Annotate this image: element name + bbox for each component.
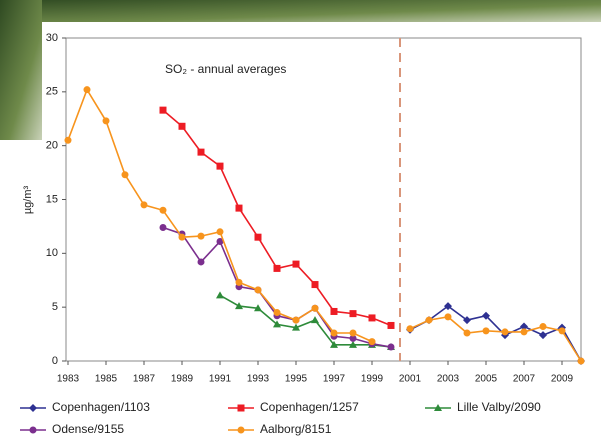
marker xyxy=(64,136,72,144)
marker xyxy=(368,338,376,346)
x-tick-label: 2007 xyxy=(513,374,536,385)
x-tick-label: 1995 xyxy=(285,374,308,385)
x-tick-label: 1999 xyxy=(361,374,384,385)
x-tick-label: 2009 xyxy=(551,374,574,385)
marker xyxy=(159,106,167,114)
marker xyxy=(235,204,243,212)
marker xyxy=(349,340,357,348)
x-tick-label: 2005 xyxy=(475,374,498,385)
marker xyxy=(349,329,357,337)
marker xyxy=(235,278,243,286)
marker xyxy=(102,117,110,125)
marker xyxy=(178,122,186,130)
x-tick-label: 1997 xyxy=(323,374,346,385)
marker xyxy=(444,313,452,321)
marker xyxy=(387,343,395,351)
x-tick-label: 2003 xyxy=(437,374,460,385)
legend-label: Odense/9155 xyxy=(52,422,124,436)
y-tick-label: 10 xyxy=(46,247,58,259)
marker xyxy=(237,426,245,434)
marker xyxy=(349,334,357,342)
x-tick-label: 1991 xyxy=(209,374,232,385)
marker xyxy=(558,327,566,335)
legend-label: Aalborg/8151 xyxy=(260,422,332,436)
marker xyxy=(330,329,338,337)
marker xyxy=(273,264,281,272)
marker xyxy=(520,328,528,336)
marker xyxy=(273,320,281,328)
marker xyxy=(159,206,167,214)
y-axis-label: µg/m³ xyxy=(22,185,34,214)
marker xyxy=(501,328,509,336)
marker xyxy=(292,260,300,268)
x-tick-label: 1985 xyxy=(95,374,118,385)
marker xyxy=(216,228,224,236)
marker xyxy=(235,302,243,310)
marker xyxy=(216,237,224,245)
marker xyxy=(311,316,319,324)
marker xyxy=(254,286,262,294)
marker xyxy=(406,325,414,333)
marker xyxy=(29,426,37,434)
photo-strip xyxy=(0,0,601,22)
series-line xyxy=(219,294,392,348)
marker xyxy=(311,304,319,312)
y-tick-label: 0 xyxy=(52,355,58,367)
marker xyxy=(425,316,433,324)
marker xyxy=(482,311,490,320)
marker xyxy=(292,323,300,331)
marker xyxy=(197,148,205,156)
marker xyxy=(539,323,547,331)
marker xyxy=(216,291,224,299)
y-tick-label: 5 xyxy=(52,301,58,313)
marker xyxy=(197,232,205,240)
marker xyxy=(368,314,376,322)
marker xyxy=(121,171,129,179)
marker xyxy=(140,201,148,209)
x-tick-label: 1987 xyxy=(133,374,156,385)
x-tick-label: 1983 xyxy=(57,374,80,385)
x-tick-label: 1989 xyxy=(171,374,194,385)
photo-edge xyxy=(0,0,42,140)
y-tick-label: 15 xyxy=(46,193,58,205)
marker xyxy=(330,340,338,348)
marker xyxy=(178,233,186,241)
marker xyxy=(577,357,585,365)
marker xyxy=(387,321,395,329)
marker xyxy=(254,233,262,241)
y-tick-label: 30 xyxy=(46,32,58,44)
legend-label: Copenhagen/1103 xyxy=(52,400,150,414)
x-tick-label: 2001 xyxy=(399,374,422,385)
marker xyxy=(330,307,338,315)
marker xyxy=(273,309,281,317)
marker xyxy=(237,404,245,412)
marker xyxy=(29,404,37,412)
chart-title: SO₂ - annual averages xyxy=(165,62,286,76)
marker xyxy=(292,316,300,324)
y-tick-label: 25 xyxy=(46,86,58,98)
marker xyxy=(444,302,452,311)
marker xyxy=(482,327,490,335)
y-tick-label: 20 xyxy=(46,140,58,152)
marker xyxy=(520,322,528,331)
legend-label: Lille Valby/2090 xyxy=(457,400,541,414)
marker xyxy=(463,329,471,337)
marker xyxy=(349,310,357,318)
plot-area xyxy=(65,37,582,362)
marker xyxy=(83,86,91,94)
marker xyxy=(197,258,205,266)
marker xyxy=(311,281,319,289)
marker xyxy=(159,223,167,231)
marker xyxy=(539,331,547,340)
marker xyxy=(463,316,471,325)
marker xyxy=(254,304,262,312)
marker xyxy=(216,162,224,170)
marker xyxy=(434,404,442,411)
series-line xyxy=(409,305,582,362)
x-tick-label: 1993 xyxy=(247,374,270,385)
legend-label: Copenhagen/1257 xyxy=(260,400,359,414)
